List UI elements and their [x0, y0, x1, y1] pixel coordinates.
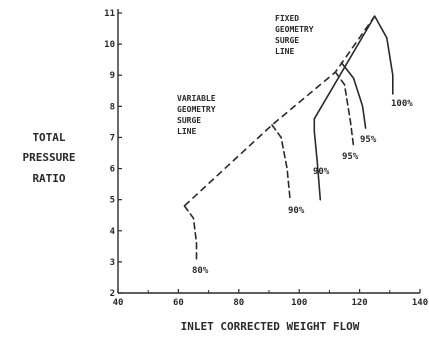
- y-tick-label: 3: [110, 258, 115, 268]
- chart-ticks: 2 3 4 5 6 7 8 9 10 11 40 60 80 100 120 140: [104, 9, 428, 308]
- variable-surge-annotation-line-2: GEOMETRY: [177, 105, 216, 114]
- x-axis-title: INLET CORRECTED WEIGHT FLOW: [181, 320, 360, 333]
- y-tick-label: 4: [110, 227, 116, 237]
- y-tick-label: 8: [110, 102, 115, 112]
- variable-geometry-surge-line: [183, 15, 376, 207]
- chart-labels: TOTAL PRESSURE RATIO INLET CORRECTED WEI…: [23, 14, 414, 333]
- speed-line-100-solid: [373, 15, 394, 95]
- x-tick-label: 60: [173, 298, 184, 308]
- speed-line-80-dashed: [183, 205, 198, 263]
- chart-axes: [117, 9, 420, 294]
- fixed-surge-annotation-line-4: LINE: [275, 47, 294, 56]
- speed-line-90-solid: [313, 118, 322, 201]
- y-tick-label: 7: [110, 133, 115, 143]
- speed-label-95-variable: 95%: [342, 152, 359, 162]
- speed-line-95-dashed: [334, 71, 355, 148]
- y-axis-title-line-3: RATIO: [32, 172, 65, 185]
- speed-line-95-solid: [340, 62, 367, 129]
- y-tick-label: 11: [104, 9, 115, 19]
- x-tick-label: 40: [113, 298, 124, 308]
- y-tick-label: 5: [110, 196, 115, 206]
- fixed-surge-annotation-line-1: FIXED: [275, 14, 299, 23]
- variable-surge-annotation-line-3: SURGE: [177, 116, 201, 125]
- y-tick-label: 2: [110, 289, 115, 299]
- variable-surge-annotation-line-1: VARIABLE: [177, 94, 216, 103]
- y-tick-label: 6: [110, 165, 115, 175]
- chart-series: [183, 15, 394, 263]
- x-tick-label: 120: [351, 298, 367, 308]
- y-tick-label: 9: [110, 71, 115, 81]
- speed-label-90-variable: 90%: [288, 206, 305, 216]
- speed-label-90-fixed: 90%: [313, 167, 330, 177]
- fixed-surge-annotation-line-2: GEOMETRY: [275, 25, 314, 34]
- speed-label-100-fixed: 100%: [391, 99, 413, 109]
- y-tick-label: 10: [104, 40, 115, 50]
- y-axis-title-line-1: TOTAL: [32, 131, 65, 144]
- x-tick-label: 140: [412, 298, 428, 308]
- speed-label-95-fixed: 95%: [360, 135, 377, 145]
- x-tick-label: 100: [291, 298, 307, 308]
- fixed-surge-annotation-line-3: SURGE: [275, 36, 299, 45]
- variable-surge-annotation-line-4: LINE: [177, 127, 196, 136]
- x-tick-label: 80: [233, 298, 244, 308]
- speed-line-90-dashed: [271, 124, 291, 201]
- speed-label-80-variable: 80%: [192, 266, 209, 276]
- y-axis-title-line-2: PRESSURE: [23, 151, 76, 164]
